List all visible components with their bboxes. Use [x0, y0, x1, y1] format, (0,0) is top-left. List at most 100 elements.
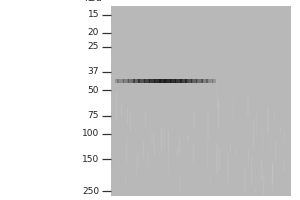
Bar [201, 79, 202, 83]
Bar [154, 79, 155, 83]
Bar [143, 79, 145, 83]
Bar [135, 79, 136, 83]
Text: kDa: kDa [84, 0, 102, 3]
Bar [122, 79, 124, 83]
Bar [202, 79, 203, 83]
Bar [125, 79, 126, 83]
Bar [175, 79, 176, 83]
Bar [152, 79, 153, 83]
Bar [139, 79, 140, 83]
Bar [204, 79, 205, 83]
Bar [132, 79, 133, 83]
Bar [120, 79, 121, 83]
Bar [170, 79, 171, 83]
Bar [117, 79, 118, 83]
Bar [184, 79, 186, 83]
Bar [213, 79, 214, 83]
Bar [178, 79, 179, 83]
Bar [149, 79, 151, 83]
Bar [180, 79, 181, 83]
Bar [150, 79, 151, 83]
Bar [203, 79, 204, 83]
Bar [144, 79, 145, 83]
Bar [127, 79, 128, 83]
Bar [159, 79, 160, 83]
Bar [119, 79, 120, 83]
Bar [172, 79, 173, 83]
Bar [163, 79, 164, 83]
Bar [191, 79, 192, 83]
Text: 50: 50 [88, 86, 99, 95]
Bar [166, 79, 167, 83]
Bar [115, 79, 116, 83]
Bar [176, 79, 177, 83]
Bar [196, 79, 197, 83]
Bar [215, 79, 216, 83]
Bar [195, 79, 196, 83]
Bar [133, 79, 134, 83]
Bar [205, 79, 206, 83]
Text: 15: 15 [88, 10, 99, 19]
Bar [207, 79, 208, 83]
Bar [199, 79, 200, 83]
Bar [200, 79, 201, 83]
Bar [177, 79, 178, 83]
Bar [180, 79, 181, 83]
Text: 250: 250 [82, 187, 99, 196]
Bar [193, 79, 194, 83]
Bar [211, 79, 212, 83]
Bar [169, 79, 170, 83]
Bar [148, 79, 149, 83]
Bar [155, 79, 156, 83]
Bar [168, 79, 169, 83]
Bar [194, 79, 195, 83]
Bar [174, 79, 175, 83]
Bar [201, 79, 202, 83]
Bar [124, 79, 125, 83]
Text: 100: 100 [82, 129, 99, 138]
Bar [181, 79, 182, 83]
Bar [185, 79, 187, 83]
Bar [198, 79, 199, 83]
Bar [206, 79, 207, 83]
Bar [188, 79, 189, 83]
Bar [190, 79, 192, 83]
Bar [123, 79, 124, 83]
Text: 25: 25 [88, 42, 99, 51]
Text: 75: 75 [88, 111, 99, 120]
Bar [164, 79, 166, 83]
Bar [111, 6, 291, 196]
Text: 37: 37 [88, 67, 99, 76]
Bar [192, 79, 193, 83]
Bar [214, 79, 215, 83]
Bar [145, 79, 146, 83]
Bar [171, 79, 172, 83]
Bar [212, 79, 213, 83]
Bar [164, 79, 165, 83]
Bar [116, 79, 117, 83]
Bar [128, 79, 130, 83]
Bar [128, 79, 129, 83]
Bar [118, 79, 119, 83]
Bar [173, 79, 174, 83]
Text: 20: 20 [88, 28, 99, 37]
Bar [186, 79, 188, 83]
Bar [161, 79, 162, 83]
Bar [179, 79, 180, 83]
Bar [118, 79, 119, 83]
Bar [206, 79, 208, 83]
Bar [121, 79, 122, 83]
Bar [142, 79, 143, 83]
Bar [209, 79, 210, 83]
Bar [169, 79, 171, 83]
Bar [212, 79, 213, 83]
Bar [183, 79, 184, 83]
Bar [184, 79, 185, 83]
Bar [148, 79, 150, 83]
Bar [151, 79, 152, 83]
Bar [153, 79, 154, 83]
Bar [134, 79, 135, 83]
Bar [160, 79, 161, 83]
Bar [141, 79, 142, 83]
Bar [156, 79, 157, 83]
